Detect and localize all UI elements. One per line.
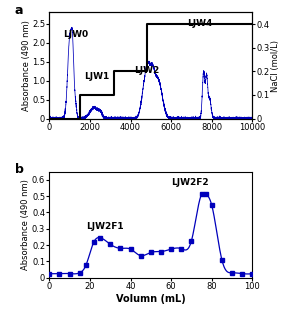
Text: LJW0: LJW0 — [64, 30, 89, 39]
Y-axis label: Absorbance (490 nm): Absorbance (490 nm) — [21, 179, 30, 270]
Text: LJW2: LJW2 — [135, 66, 160, 75]
Text: LJW4: LJW4 — [187, 19, 213, 28]
Text: LJW2F2: LJW2F2 — [171, 178, 209, 187]
Y-axis label: NaCl (mol/L): NaCl (mol/L) — [271, 40, 280, 91]
Text: b: b — [15, 163, 24, 176]
X-axis label: Volumn (mL): Volumn (mL) — [116, 294, 186, 304]
Text: a: a — [15, 4, 23, 17]
Text: LJW1: LJW1 — [84, 72, 109, 81]
Text: LJW2F1: LJW2F1 — [86, 222, 124, 231]
Y-axis label: Absorbance (490 nm): Absorbance (490 nm) — [22, 20, 31, 111]
